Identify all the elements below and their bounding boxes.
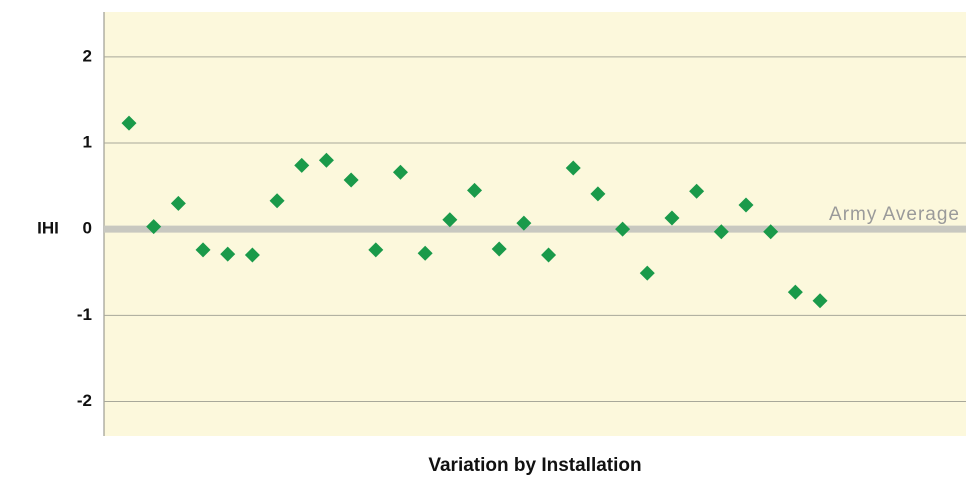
data-point (244, 247, 260, 263)
y-axis-label: IHI (37, 218, 59, 237)
data-point (220, 246, 236, 262)
data-point (664, 210, 680, 226)
reference-label: Army Average (829, 204, 960, 225)
y-tick-label: 0 (83, 219, 92, 238)
data-point (787, 284, 803, 300)
y-tick-label: -2 (77, 391, 92, 410)
data-point (689, 183, 705, 199)
data-point (146, 219, 162, 235)
data-point (417, 245, 433, 261)
data-point (713, 224, 729, 240)
data-point (343, 172, 359, 188)
data-point (294, 157, 310, 173)
data-point (639, 265, 655, 281)
data-point (392, 164, 408, 180)
data-point (318, 152, 334, 168)
data-point (368, 242, 384, 258)
data-point (491, 241, 507, 257)
x-axis-label: Variation by Installation (428, 455, 641, 476)
data-point (170, 195, 186, 211)
y-tick-label: -1 (77, 305, 92, 324)
data-point (121, 115, 137, 131)
y-tick-label: 2 (83, 46, 92, 65)
data-point (763, 224, 779, 240)
data-point (442, 212, 458, 228)
plot-area (104, 12, 966, 436)
data-point (738, 197, 754, 213)
data-point (467, 182, 483, 198)
data-point (269, 193, 285, 209)
data-point (541, 247, 557, 263)
data-point (615, 221, 631, 237)
y-tick-label: 1 (83, 132, 92, 151)
data-point (812, 293, 828, 309)
data-point (565, 160, 581, 176)
data-point (195, 242, 211, 258)
data-point (590, 186, 606, 202)
data-point (516, 215, 532, 231)
